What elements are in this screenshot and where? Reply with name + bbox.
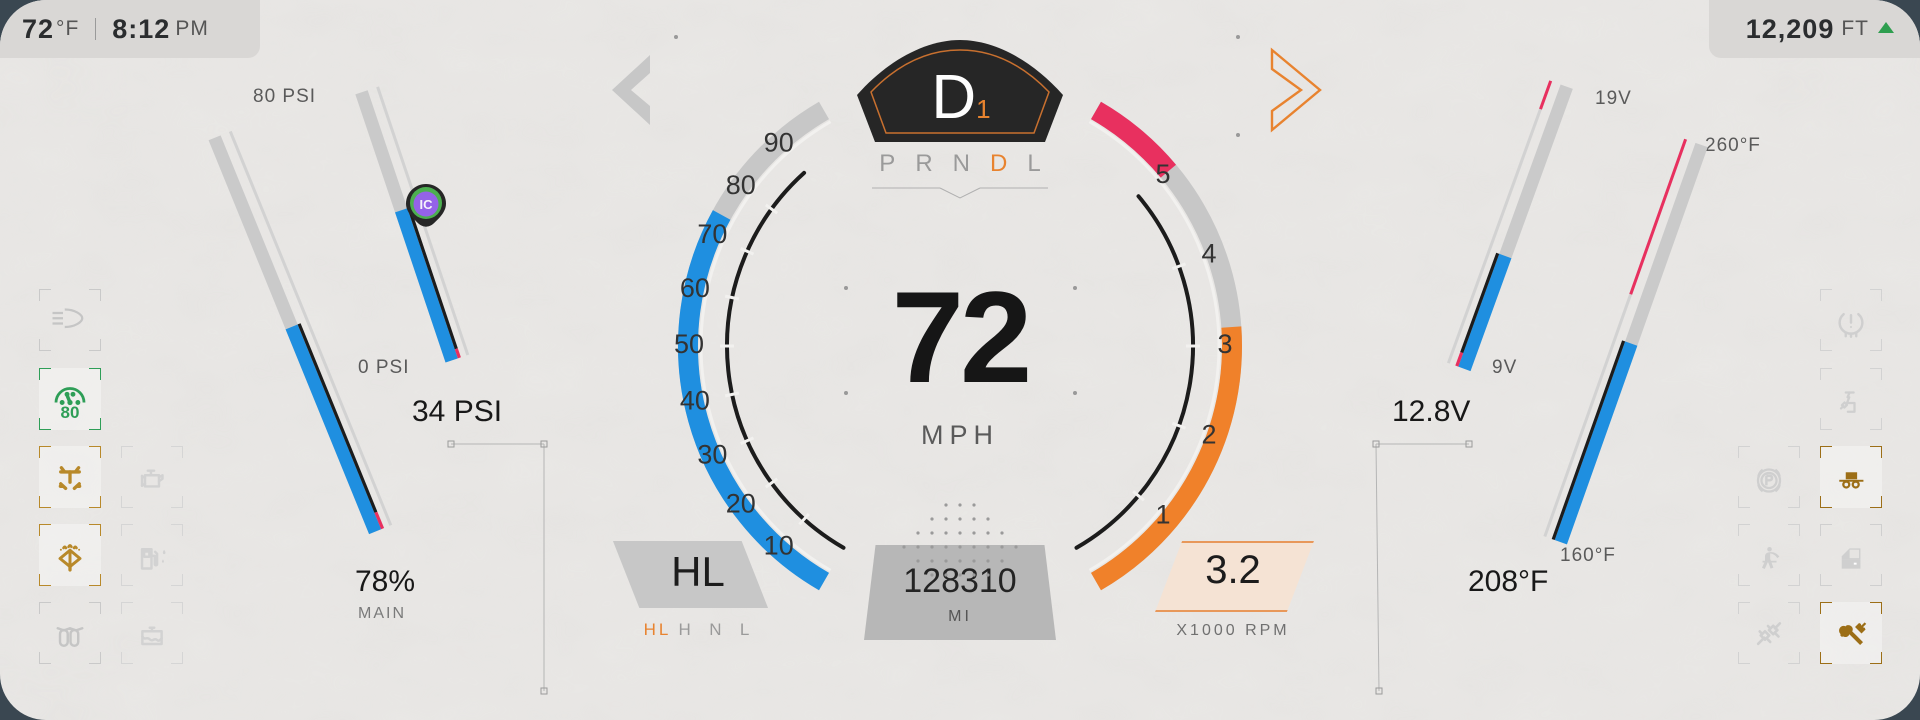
svg-text:IC: IC: [420, 197, 434, 212]
